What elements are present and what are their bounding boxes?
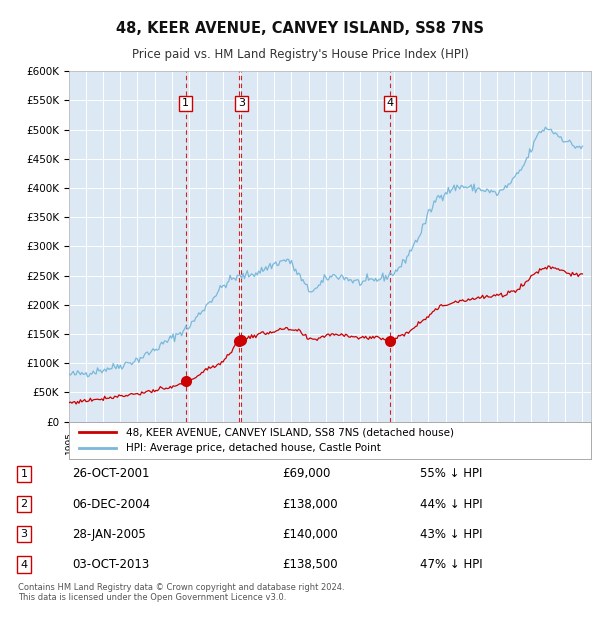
Text: 06-DEC-2004: 06-DEC-2004 [72,498,150,511]
Text: 48, KEER AVENUE, CANVEY ISLAND, SS8 7NS: 48, KEER AVENUE, CANVEY ISLAND, SS8 7NS [116,20,484,35]
Text: 55% ↓ HPI: 55% ↓ HPI [420,467,482,481]
Text: 3: 3 [238,99,245,108]
Text: 48, KEER AVENUE, CANVEY ISLAND, SS8 7NS (detached house): 48, KEER AVENUE, CANVEY ISLAND, SS8 7NS … [127,427,454,437]
Text: £138,000: £138,000 [282,498,338,511]
Text: Price paid vs. HM Land Registry's House Price Index (HPI): Price paid vs. HM Land Registry's House … [131,48,469,61]
Text: HPI: Average price, detached house, Castle Point: HPI: Average price, detached house, Cast… [127,443,381,453]
Text: 43% ↓ HPI: 43% ↓ HPI [420,528,482,541]
Text: £140,000: £140,000 [282,528,338,541]
Text: £69,000: £69,000 [282,467,331,481]
Text: 47% ↓ HPI: 47% ↓ HPI [420,558,482,571]
Text: 4: 4 [20,560,28,570]
Text: 1: 1 [182,99,189,108]
Text: £138,500: £138,500 [282,558,338,571]
Text: 28-JAN-2005: 28-JAN-2005 [72,528,146,541]
Text: 2: 2 [20,499,28,509]
Text: 03-OCT-2013: 03-OCT-2013 [72,558,149,571]
Text: 1: 1 [20,469,28,479]
Text: 26-OCT-2001: 26-OCT-2001 [72,467,149,481]
Text: 44% ↓ HPI: 44% ↓ HPI [420,498,482,511]
Text: Contains HM Land Registry data © Crown copyright and database right 2024.
This d: Contains HM Land Registry data © Crown c… [18,583,344,602]
Text: 3: 3 [20,529,28,539]
Text: 4: 4 [386,99,394,108]
